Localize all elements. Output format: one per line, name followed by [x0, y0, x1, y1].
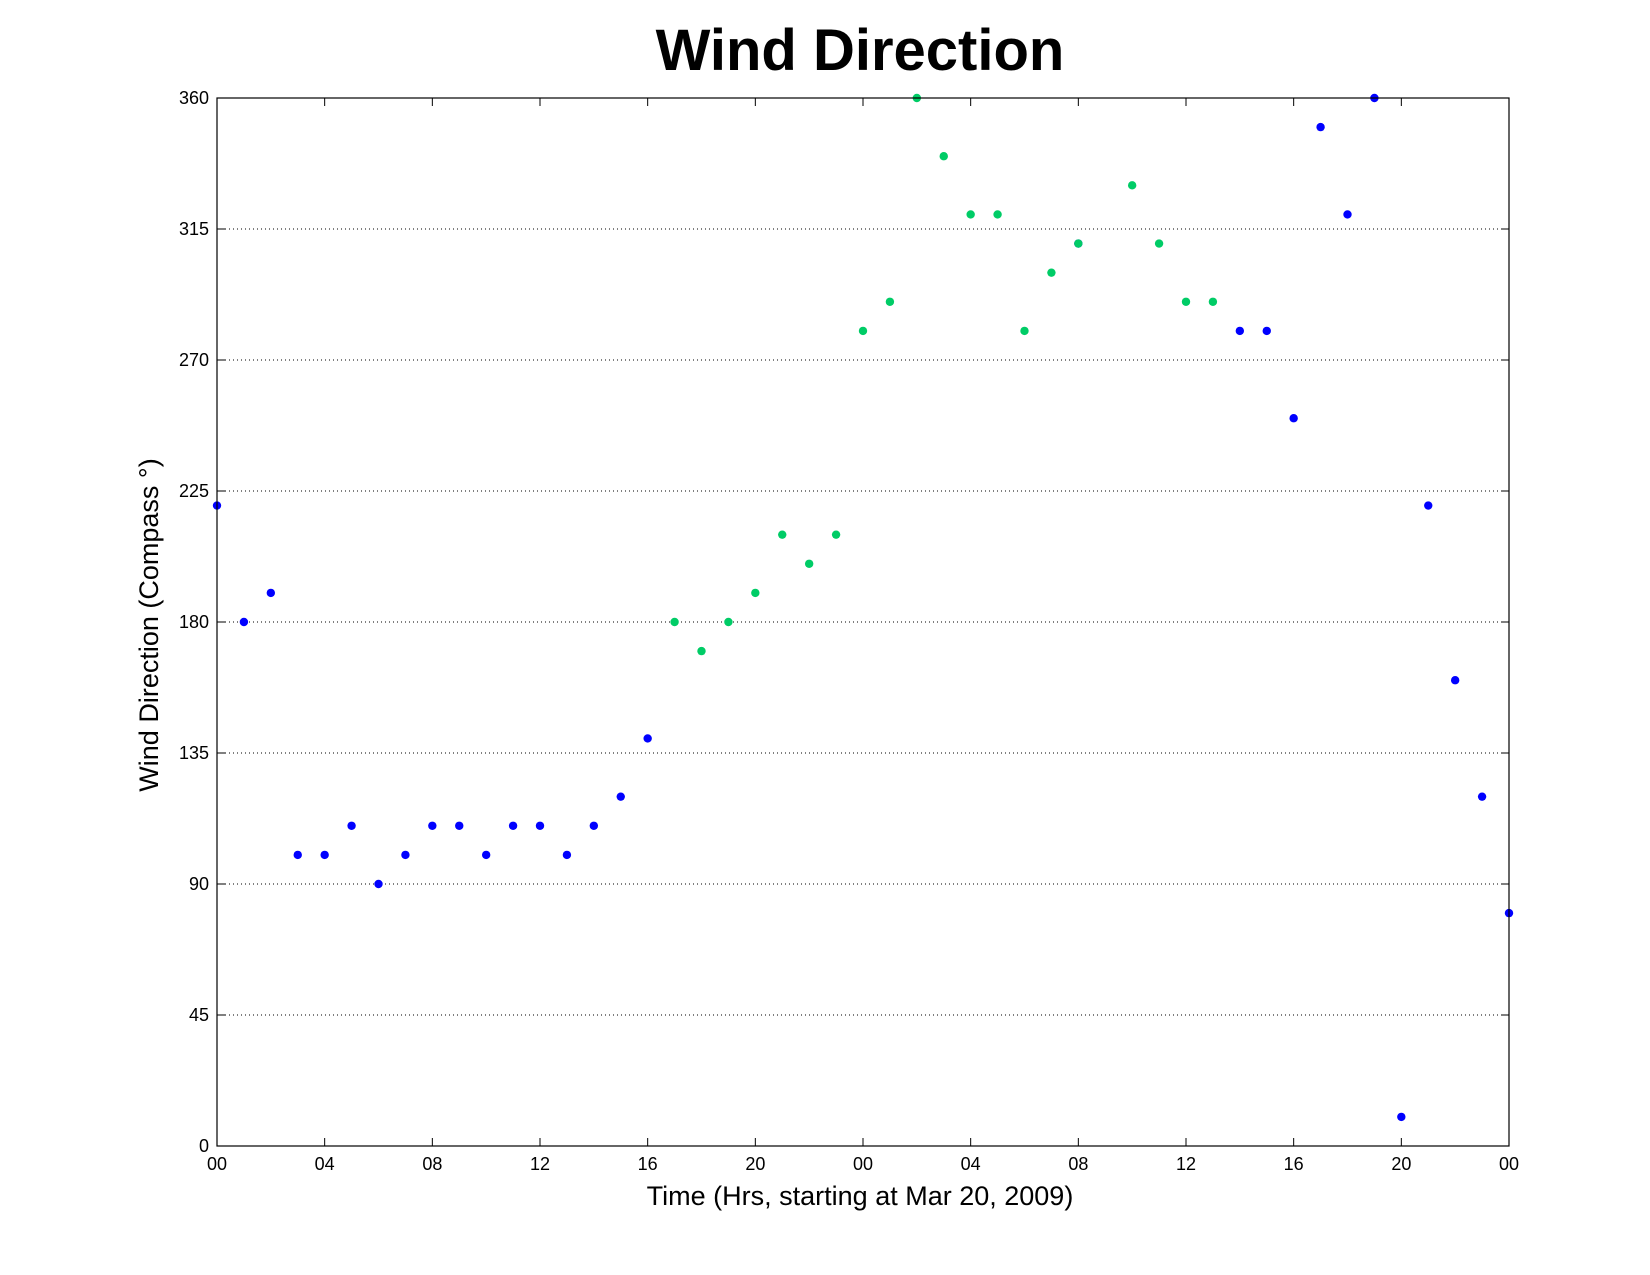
y-axis-label: Wind Direction (Compass °) — [134, 458, 164, 791]
data-point — [1262, 326, 1271, 336]
y-tick-label: 45 — [189, 1005, 209, 1025]
x-tick-label: 08 — [1068, 1154, 1088, 1174]
data-point — [508, 821, 518, 830]
data-point — [401, 850, 410, 860]
data-point — [455, 821, 464, 830]
data-point — [239, 617, 249, 627]
y-tick-label: 180 — [179, 612, 209, 632]
y-tick-label: 360 — [179, 88, 209, 108]
x-tick-label: 12 — [530, 1154, 550, 1174]
y-tick-label: 90 — [189, 874, 209, 894]
x-tick-label: 04 — [961, 1154, 981, 1174]
data-point — [1154, 239, 1164, 248]
x-tick-label: 00 — [1499, 1154, 1519, 1174]
data-point — [724, 617, 733, 627]
x-tick-label: 08 — [422, 1154, 442, 1174]
data-points — [212, 93, 1514, 1122]
data-point — [374, 879, 383, 889]
data-point — [885, 297, 895, 306]
data-point — [535, 821, 545, 830]
data-point — [670, 617, 679, 627]
data-point — [1047, 268, 1056, 277]
x-tick-label: 16 — [638, 1154, 658, 1174]
data-point — [939, 152, 948, 161]
data-point — [858, 326, 868, 336]
y-tick-label: 270 — [179, 350, 209, 370]
data-point — [1208, 297, 1218, 306]
y-tick-label: 315 — [179, 219, 209, 239]
data-point — [1450, 676, 1460, 685]
data-point — [993, 210, 1002, 219]
data-point — [266, 588, 276, 598]
data-point — [293, 850, 302, 860]
data-point — [1289, 414, 1298, 423]
data-point — [831, 530, 841, 539]
plot-frame — [216, 97, 1510, 1147]
data-point — [1235, 326, 1245, 336]
chart-title: Wind Direction — [656, 18, 1065, 83]
data-point — [1424, 501, 1433, 510]
x-tick-label: 20 — [745, 1154, 765, 1174]
data-point — [616, 792, 625, 801]
x-tick-label: 20 — [1391, 1154, 1411, 1174]
x-tick-label: 04 — [315, 1154, 335, 1174]
data-point — [1343, 210, 1352, 219]
x-tick-label: 12 — [1176, 1154, 1196, 1174]
x-tick-label: 16 — [1284, 1154, 1304, 1174]
data-point — [804, 559, 814, 568]
data-point — [1397, 1112, 1406, 1122]
data-point — [966, 210, 975, 219]
data-point — [562, 850, 572, 860]
data-point — [1074, 239, 1083, 248]
data-point — [589, 821, 599, 830]
x-tick-label: 00 — [207, 1154, 227, 1174]
grid-lines — [217, 228, 1509, 1016]
y-tick-label: 225 — [179, 481, 209, 501]
axis-ticks: 0 45 90 135 180 225 270 315 360 00 04 08 12 16 20 00 04 0… — [179, 88, 1519, 1174]
data-point — [1020, 326, 1029, 336]
data-point — [697, 646, 706, 656]
data-point — [347, 821, 356, 830]
x-tick-label: 00 — [853, 1154, 873, 1174]
data-point — [778, 530, 787, 539]
data-point — [1127, 181, 1137, 190]
data-point — [481, 850, 491, 860]
data-point — [1477, 792, 1487, 801]
y-tick-label: 0 — [199, 1136, 209, 1156]
data-point — [1181, 297, 1191, 306]
x-axis-label: Time (Hrs, starting at Mar 20, 2009) — [647, 1181, 1074, 1211]
y-tick-label: 135 — [179, 743, 209, 763]
data-point — [643, 734, 652, 743]
data-point — [1316, 122, 1325, 132]
data-point — [320, 850, 329, 860]
data-point — [751, 588, 760, 598]
data-point — [428, 821, 437, 830]
